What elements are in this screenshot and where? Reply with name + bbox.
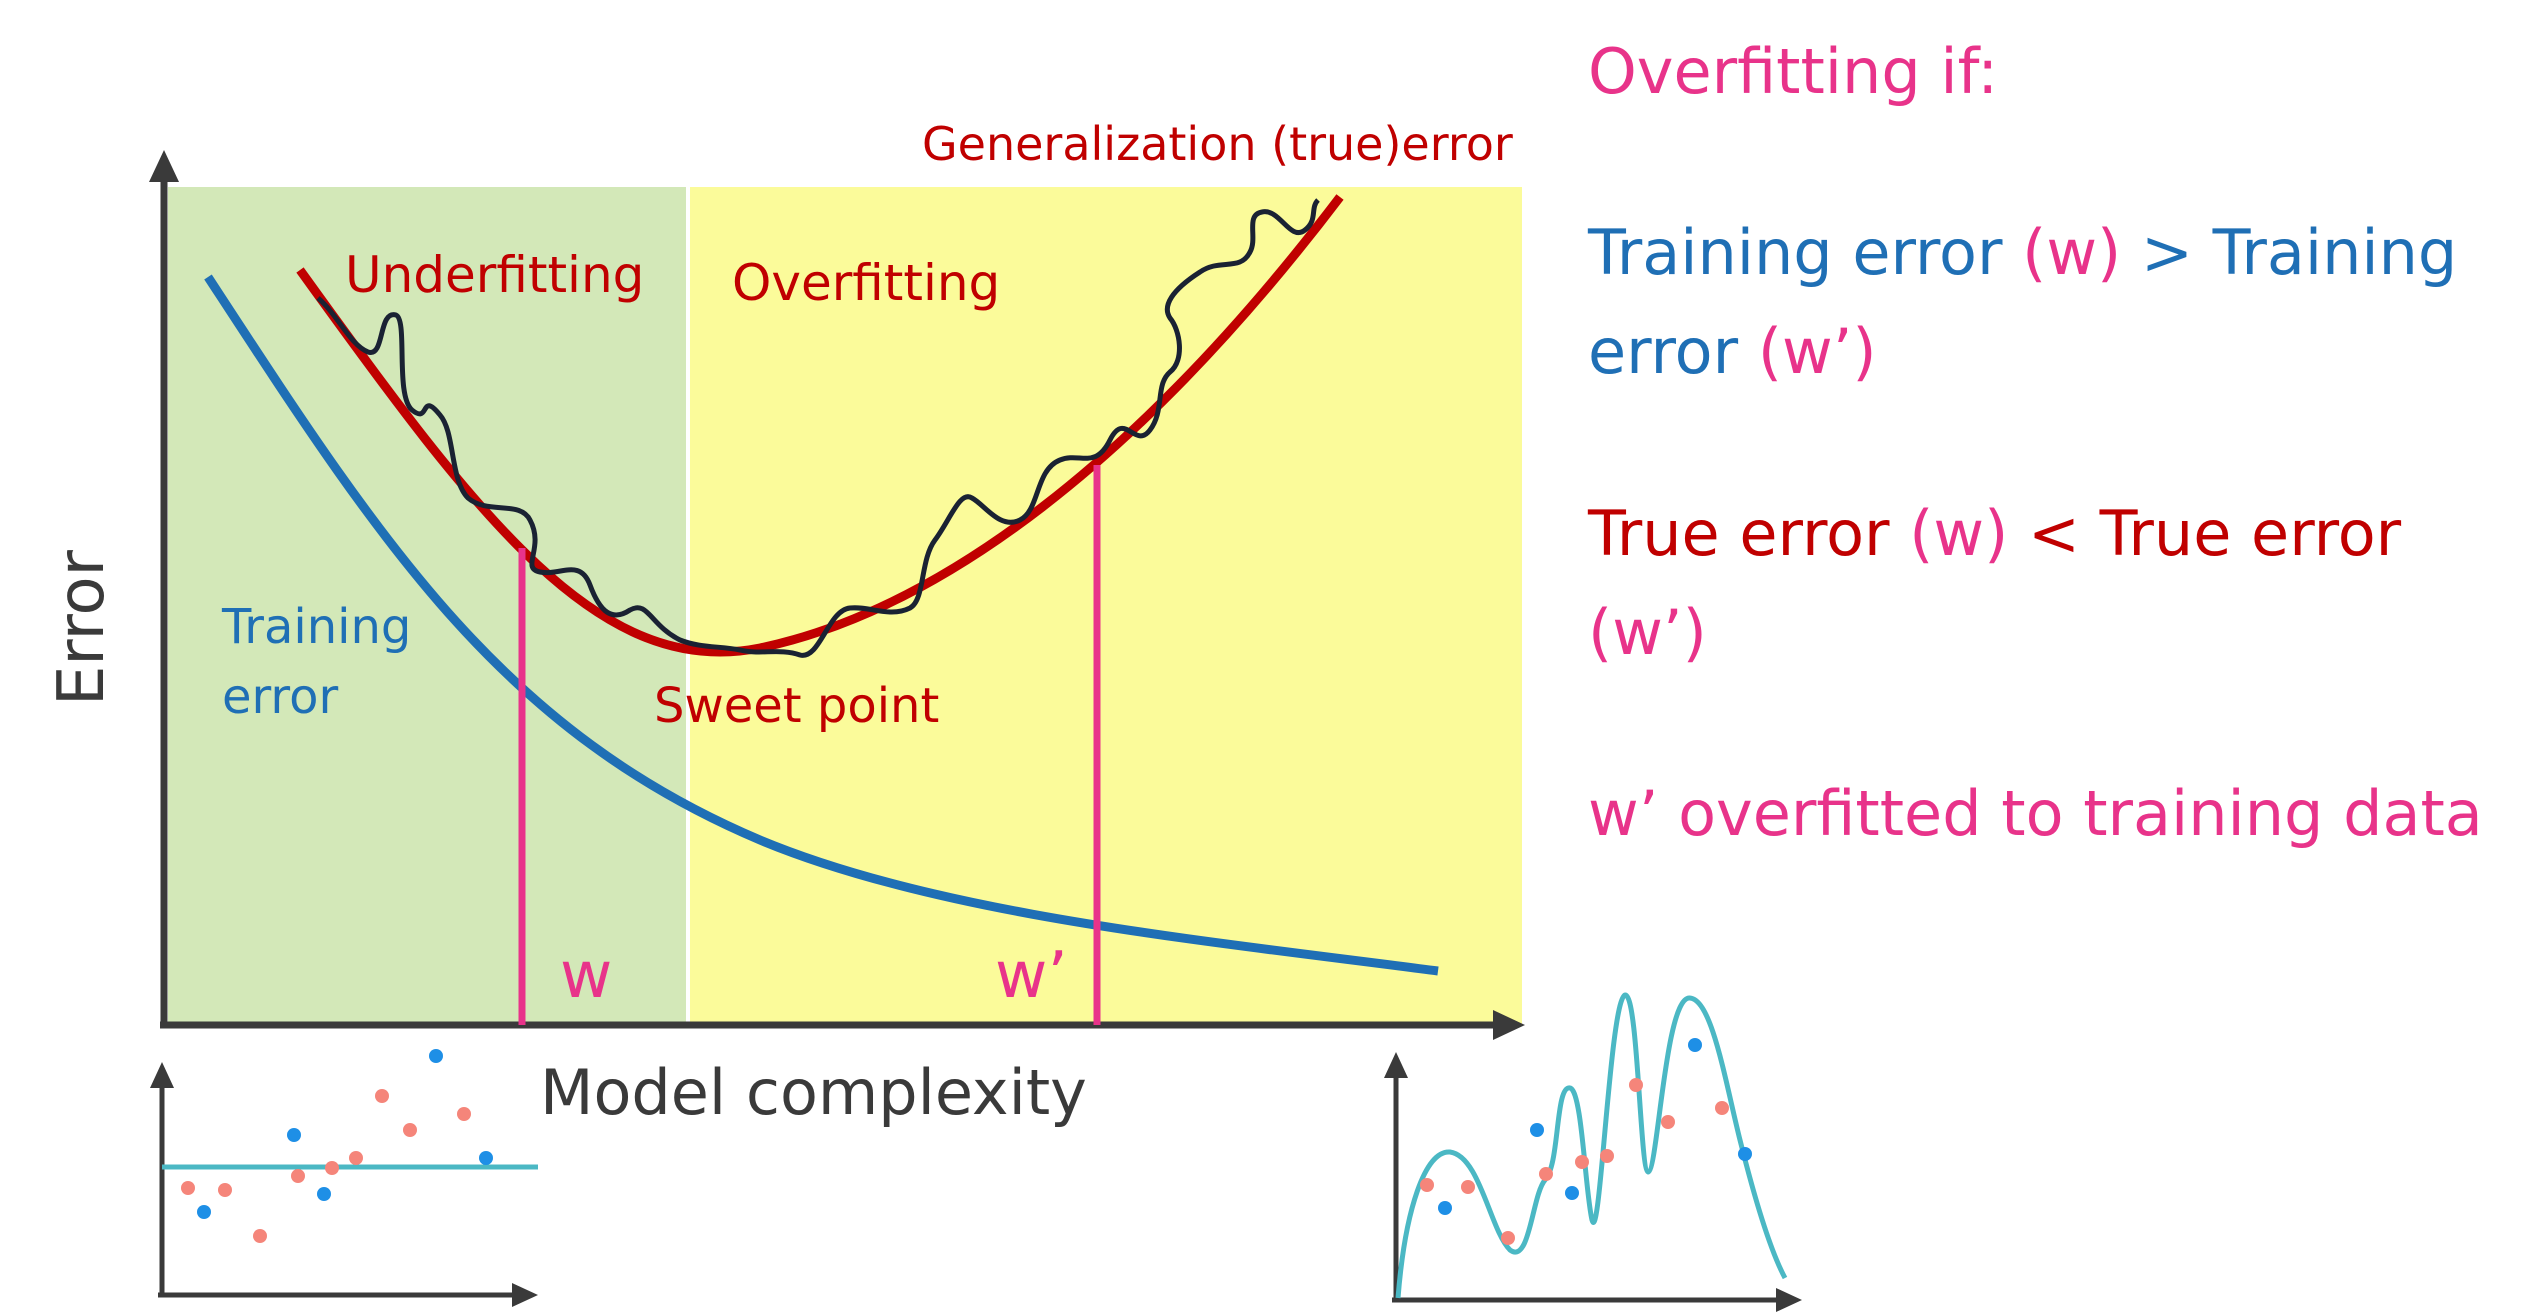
cond1-text-a: Training error [1588, 216, 2023, 290]
condition-training-error: Training error (w) > Training error (w’) [1588, 203, 2518, 401]
underfit-data-points [181, 1049, 493, 1243]
overfit-mini-plot [1384, 992, 1802, 1312]
mini-right-y-arrow [1384, 1052, 1408, 1078]
true-error-curve [296, 194, 1344, 657]
y-axis-label: Error [45, 549, 119, 706]
cond1-text-b: (w) [2022, 216, 2122, 290]
data-point [1539, 1167, 1553, 1181]
overfitting-conditions-panel: Overfitting if: Training error (w) > Tra… [1588, 22, 2518, 863]
data-point [1715, 1101, 1729, 1115]
training-error-label-line2: error [222, 669, 338, 725]
data-point [1530, 1123, 1544, 1137]
data-point [253, 1229, 267, 1243]
overfitting-region [687, 187, 1522, 1025]
data-point [429, 1049, 443, 1063]
data-point [317, 1187, 331, 1201]
data-point [1688, 1038, 1702, 1052]
data-point [197, 1205, 211, 1219]
mini-left-y-arrow [150, 1062, 174, 1088]
data-point [403, 1123, 417, 1137]
panel-conclusion: w’ overfitted to training data [1588, 776, 2483, 850]
cond1-text-c: > Training error [1588, 216, 2458, 389]
cond2-text-c: < True error [2008, 496, 2402, 570]
data-point [1438, 1201, 1452, 1215]
data-point [291, 1169, 305, 1183]
cond1-text-d: (w’) [1757, 315, 1877, 389]
data-point [1420, 1178, 1434, 1192]
overfit-data-points [1420, 1038, 1752, 1245]
w-label: w [560, 939, 612, 1013]
data-point [1600, 1149, 1614, 1163]
data-point [1629, 1078, 1643, 1092]
data-point [349, 1151, 363, 1165]
data-point [1661, 1115, 1675, 1129]
overfit-curve [1395, 992, 1788, 1299]
data-point [1738, 1147, 1752, 1161]
data-point [287, 1128, 301, 1142]
overfitting-label: Overfitting [732, 254, 1000, 312]
data-point [325, 1161, 339, 1175]
mini-left-x-arrow [512, 1283, 538, 1307]
y-axis-arrow [149, 150, 179, 182]
data-point [1565, 1186, 1579, 1200]
underfitting-label: Underfitting [345, 246, 644, 304]
data-point [375, 1089, 389, 1103]
panel-heading: Overfitting if: [1588, 35, 1999, 108]
data-point [181, 1181, 195, 1195]
sweet-point-label: Sweet point [654, 678, 939, 734]
generalization-error-label: Generalization (true)error [922, 117, 1513, 171]
mini-right-x-arrow [1776, 1288, 1802, 1312]
cond2-text-b: (w) [1909, 496, 2009, 570]
data-point [1501, 1231, 1515, 1245]
data-point [457, 1107, 471, 1121]
noisy-true-error-curve [316, 198, 1320, 658]
training-error-curve [204, 274, 1439, 976]
data-point [218, 1183, 232, 1197]
condition-true-error: True error (w) < True error (w’) [1588, 484, 2518, 682]
data-point [1461, 1180, 1475, 1194]
data-point [1575, 1155, 1589, 1169]
cond2-text-d: (w’) [1588, 595, 1707, 669]
data-point [479, 1151, 493, 1165]
x-axis-arrow [1493, 1010, 1525, 1040]
x-axis-label: Model complexity [540, 1056, 1087, 1129]
w-prime-label: w’ [995, 939, 1068, 1013]
training-error-label-line1: Training [221, 599, 411, 655]
cond2-text-a: True error [1588, 496, 1910, 570]
underfit-mini-plot [150, 1049, 538, 1307]
